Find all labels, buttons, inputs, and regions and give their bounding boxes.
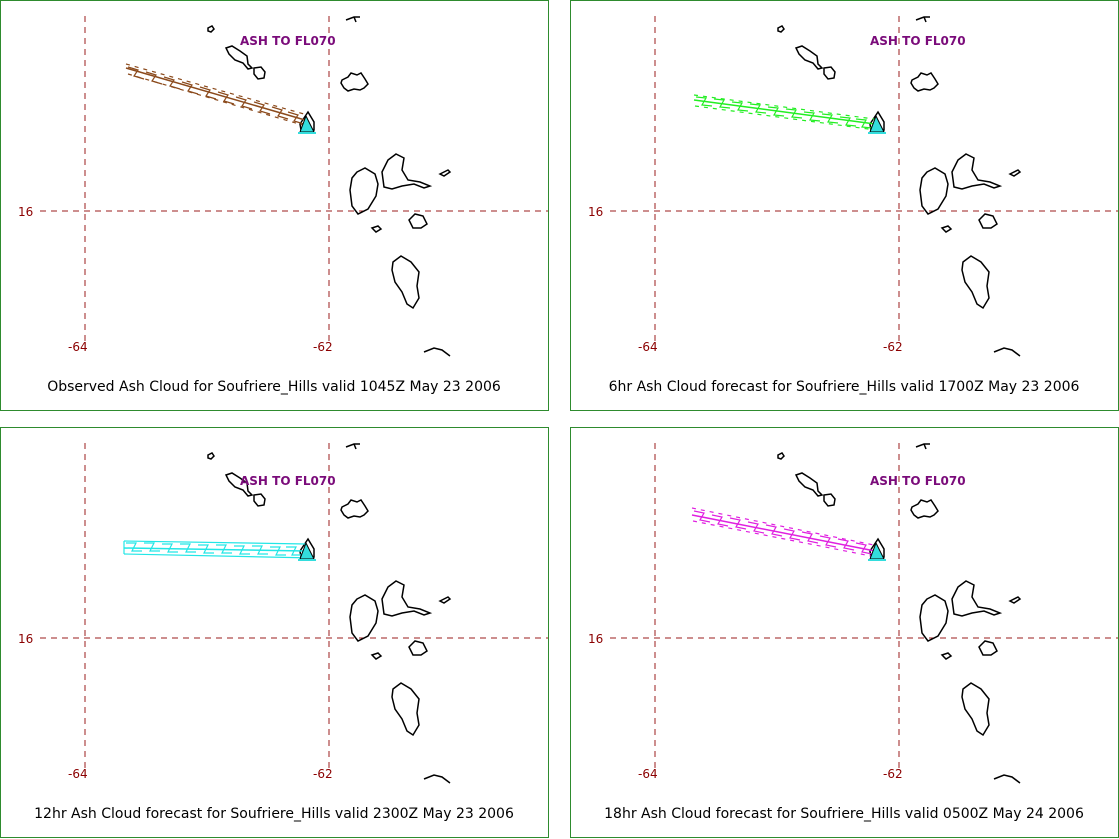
panel-caption: 6hr Ash Cloud forecast for Soufriere_Hil… [609, 379, 1080, 395]
panel-caption: Observed Ash Cloud for Soufriere_Hills v… [47, 379, 501, 395]
ash-label: ASH TO FL070 [240, 34, 336, 48]
island-antigua [910, 72, 939, 92]
island-martinique [423, 347, 451, 357]
coastlines [207, 443, 452, 784]
lat-label: 16 [18, 205, 33, 219]
lon-label-east: -62 [883, 340, 903, 354]
graticule [610, 16, 1118, 345]
island-st-kitts-nevis [224, 45, 254, 70]
island-guadeloupe [349, 153, 433, 215]
island-saba [207, 452, 215, 460]
island-barbuda [915, 16, 930, 23]
island-la-desirade [1008, 169, 1022, 177]
island-saba [777, 452, 785, 460]
ash-label: ASH TO FL070 [870, 34, 966, 48]
island-la-desirade [438, 169, 452, 177]
lat-label: 16 [18, 632, 33, 646]
map-panel-18hr: 16 -64 -62 ASH TO FL070 18hr Ash Cloud f… [570, 427, 1119, 839]
ash-label: ASH TO FL070 [870, 474, 966, 488]
island-guadeloupe [919, 153, 1003, 215]
island-martinique [423, 774, 451, 784]
island-martinique [993, 774, 1021, 784]
island-guadeloupe [349, 580, 433, 642]
island-nevis [253, 66, 266, 80]
volcano-marker [298, 114, 316, 134]
volcano-marker [868, 114, 886, 134]
ash-cloud-axis [123, 547, 306, 552]
island-la-desirade [438, 596, 452, 604]
lon-label-west: -64 [638, 340, 658, 354]
lon-label-east: -62 [313, 767, 333, 781]
island-nevis [823, 66, 836, 80]
island-la-desirade [1008, 596, 1022, 604]
island-nevis [823, 493, 836, 507]
island-antigua [340, 72, 369, 92]
island-saba [207, 25, 215, 33]
coastlines [207, 16, 452, 357]
ash-cloud-axis [693, 99, 876, 125]
ash-cloud-axis [691, 514, 876, 552]
island-saba [777, 25, 785, 33]
panel-frame [570, 0, 1119, 411]
lat-label: 16 [588, 632, 603, 646]
ash-cloud-hatch [691, 507, 877, 558]
island-les-saintes [940, 225, 953, 233]
lon-label-east: -62 [883, 767, 903, 781]
island-nevis [253, 493, 266, 507]
island-dominica [961, 682, 990, 737]
island-martinique [993, 347, 1021, 357]
island-guadeloupe [919, 580, 1003, 642]
island-antigua [910, 499, 939, 519]
island-antigua [340, 499, 369, 519]
island-marie-galante [978, 213, 998, 229]
map-panel-observed: 16 -64 -62 ASH TO FL070 Observed Ash Clo… [0, 0, 549, 412]
graticule [40, 443, 548, 772]
island-dominica [961, 255, 990, 310]
ash-cloud-hatch [123, 540, 315, 559]
island-les-saintes [370, 652, 383, 660]
island-marie-galante [408, 640, 428, 656]
island-marie-galante [978, 640, 998, 656]
island-dominica [391, 682, 420, 737]
island-barbuda [915, 443, 930, 450]
map-panel-6hr: 16 -64 -62 ASH TO FL070 6hr Ash Cloud fo… [570, 0, 1119, 412]
island-barbuda [345, 443, 360, 450]
lon-label-west: -64 [68, 767, 88, 781]
panel-frame [0, 0, 549, 411]
volcano-marker [298, 541, 316, 561]
lon-label-west: -64 [68, 340, 88, 354]
panel-frame [0, 427, 549, 838]
island-st-kitts-nevis [794, 45, 824, 70]
lon-label-west: -64 [638, 767, 658, 781]
island-les-saintes [940, 652, 953, 660]
ash-cloud-hatch [125, 63, 307, 127]
ash-label: ASH TO FL070 [240, 474, 336, 488]
volcano-marker [868, 541, 886, 561]
lon-label-east: -62 [313, 340, 333, 354]
ash-cloud-hatch [693, 94, 877, 131]
island-st-kitts-nevis [794, 472, 824, 497]
coastlines [777, 16, 1022, 357]
panel-caption: 18hr Ash Cloud forecast for Soufriere_Hi… [604, 806, 1084, 822]
map-panel-12hr: 16 -64 -62 ASH TO FL070 12hr Ash Cloud f… [0, 427, 549, 839]
island-st-kitts-nevis [224, 472, 254, 497]
graticule [40, 16, 548, 345]
panel-caption: 12hr Ash Cloud forecast for Soufriere_Hi… [34, 806, 514, 822]
island-marie-galante [408, 213, 428, 229]
island-barbuda [345, 16, 360, 23]
coastlines [777, 443, 1022, 784]
island-les-saintes [370, 225, 383, 233]
island-dominica [391, 255, 420, 310]
ash-cloud-axis [125, 67, 306, 121]
graticule [610, 443, 1118, 772]
lat-label: 16 [588, 205, 603, 219]
panel-frame [570, 427, 1119, 838]
